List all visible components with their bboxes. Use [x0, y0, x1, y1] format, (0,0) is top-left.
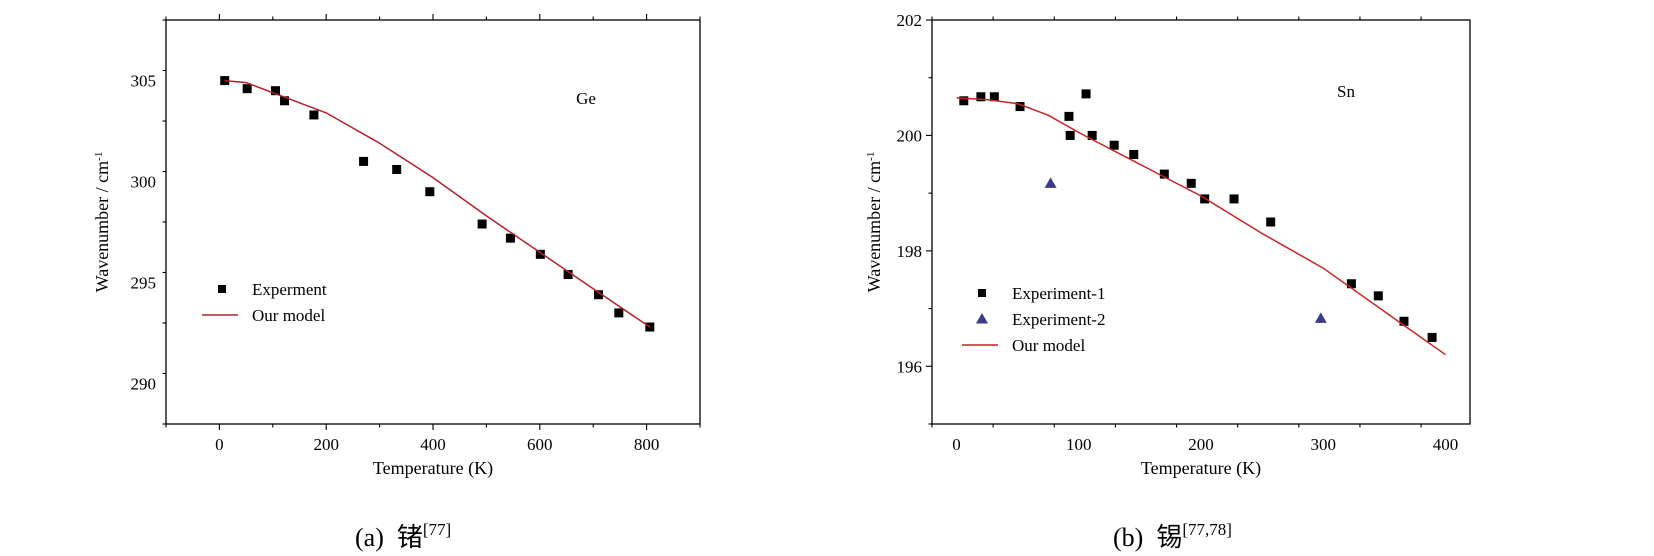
data-point-square: [309, 110, 319, 120]
data-point-square: [645, 322, 655, 332]
x-tick-label: 300: [1311, 435, 1337, 454]
legend-label: Experiment-1: [1012, 284, 1105, 303]
data-point-square: [614, 308, 624, 318]
y-tick-label: 290: [131, 375, 157, 394]
caption-a-ref: [77]: [422, 520, 452, 539]
data-point-square: [1266, 217, 1276, 227]
y-tick-label: 300: [131, 173, 157, 192]
x-tick-label: 400: [420, 435, 446, 454]
data-point-square: [280, 96, 290, 106]
x-axis-label: Temperature (K): [373, 458, 493, 479]
plot-frame: [931, 19, 1471, 425]
data-point-square: [594, 290, 604, 300]
data-point-square: [1229, 194, 1239, 204]
legend-label: Experment: [252, 280, 327, 299]
data-point-square: [505, 233, 515, 243]
data-point-square: [1087, 130, 1097, 140]
data-point-square: [1159, 169, 1169, 179]
data-point-triangle: [1044, 177, 1057, 188]
data-point-square: [1081, 89, 1091, 99]
chart-panel-a: 0 200 400 600 800 290 295 300 305 Temperature (K)…: [0, 0, 820, 556]
data-point-square: [1015, 102, 1025, 112]
legend-label: Experiment-2: [1012, 310, 1105, 329]
y-tick-label: 295: [131, 274, 157, 293]
chart-b-svg: 0 100 200 300 400 196 198 200 202 Temperature (K)…: [864, 11, 1471, 479]
data-point-square: [1065, 130, 1075, 140]
legend-label: Our model: [252, 306, 325, 325]
element-annotation: Ge: [576, 89, 596, 108]
data-point-square: [535, 249, 545, 259]
data-point-square: [1373, 291, 1383, 301]
chart-a-svg: 0 200 400 600 800 290 295 300 305 Temperature (K)…: [92, 14, 701, 479]
x-tick-label: 600: [527, 435, 553, 454]
caption-a-text: 锗: [396, 523, 423, 552]
data-point-square: [1427, 332, 1437, 342]
data-point-square: [959, 96, 969, 106]
x-tick-label: 400: [1433, 435, 1459, 454]
data-point-square: [1109, 140, 1119, 150]
model-line: [956, 97, 1446, 356]
y-axis-label: Wavenumber / cm-1: [92, 152, 112, 293]
data-point-square: [477, 219, 487, 229]
caption-b-label: (b): [1113, 523, 1144, 552]
chart-panel-b: 0 100 200 300 400 196 198 200 202 Temperature (K)…: [820, 0, 1654, 556]
data-point-square: [1186, 178, 1196, 188]
y-tick-label: 305: [131, 72, 157, 91]
y-tick-label: 196: [897, 357, 923, 376]
data-point-square: [425, 187, 435, 197]
data-point-square: [1129, 149, 1139, 159]
caption-a: (a) 锗[77]: [355, 517, 451, 554]
caption-b: (b) 锡[77,78]: [1113, 517, 1232, 554]
legend-square-swatch: [978, 289, 986, 297]
x-tick-label: 0: [952, 435, 961, 454]
caption-a-label: (a): [355, 523, 384, 552]
plot-frame: [165, 19, 701, 425]
y-tick-label: 198: [897, 242, 923, 261]
x-tick-label: 200: [313, 435, 339, 454]
data-point-square: [392, 164, 402, 174]
legend-square-swatch: [218, 285, 226, 293]
data-point-square: [359, 156, 369, 166]
data-point-square: [270, 86, 280, 96]
x-tick-label: 200: [1188, 435, 1214, 454]
y-tick-label: 202: [897, 11, 923, 30]
element-annotation: Sn: [1337, 82, 1355, 101]
data-point-square: [563, 270, 573, 280]
x-tick-label: 800: [634, 435, 660, 454]
data-point-square: [976, 92, 986, 102]
y-axis-label: Wavenumber / cm-1: [864, 152, 884, 293]
data-point-square: [1064, 111, 1074, 121]
caption-b-text: 锡: [1156, 523, 1183, 552]
data-point-square: [989, 92, 999, 102]
x-axis-label: Temperature (K): [1141, 458, 1261, 479]
data-point-square: [1399, 316, 1409, 326]
data-point-square: [242, 84, 252, 94]
caption-b-ref: [77,78]: [1182, 520, 1232, 539]
data-point-triangle: [1314, 312, 1327, 323]
legend-label: Our model: [1012, 336, 1085, 355]
model-line: [224, 79, 651, 328]
x-tick-label: 100: [1066, 435, 1092, 454]
data-point-square: [1346, 279, 1356, 289]
legend-triangle-swatch: [976, 313, 988, 324]
y-tick-label: 200: [897, 126, 923, 145]
x-tick-label: 0: [215, 435, 224, 454]
